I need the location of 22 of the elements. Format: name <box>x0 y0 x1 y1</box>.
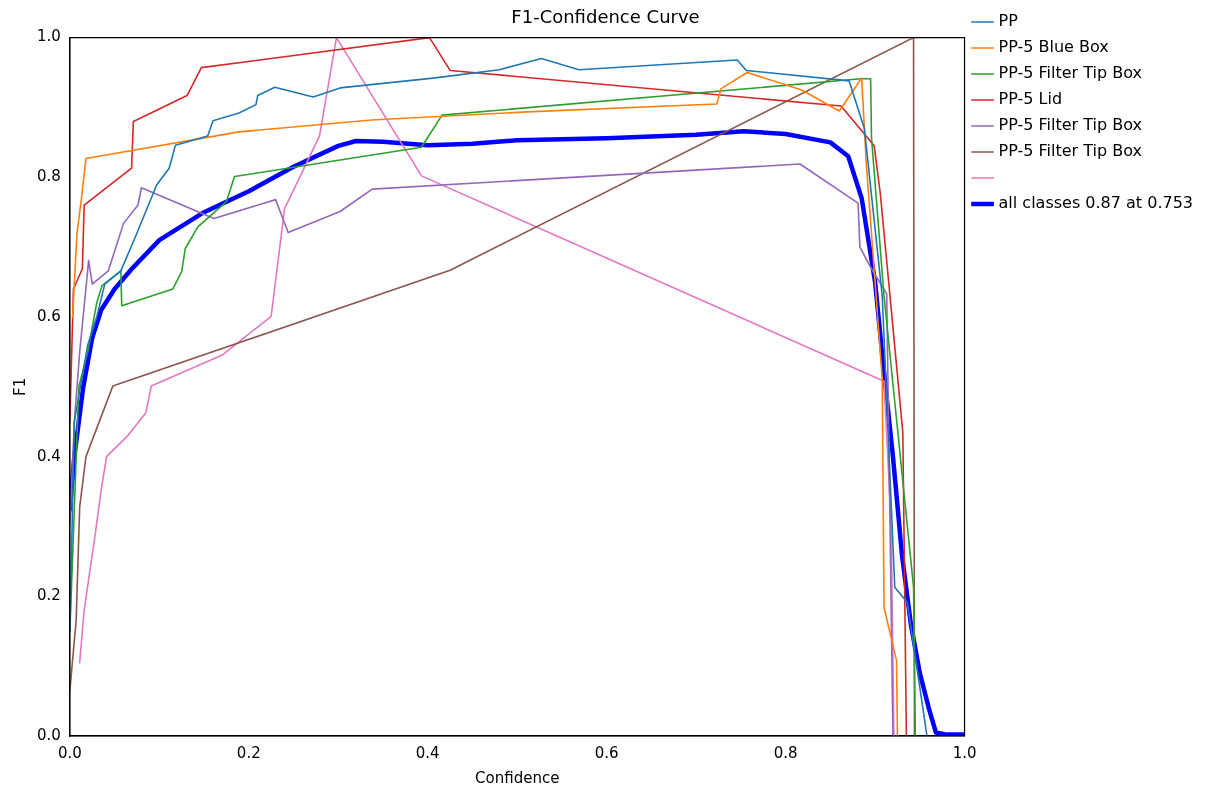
x-axis-title: Confidence <box>475 768 560 787</box>
legend-label: PP-5 Filter Tip Box <box>998 63 1142 83</box>
x-tick-label: 0.4 <box>415 743 440 762</box>
y-tick-label: 0.8 <box>37 167 61 186</box>
x-tick-label: 0.8 <box>773 743 798 762</box>
legend-label: PP <box>998 11 1019 31</box>
y-tick-label: 1.0 <box>37 27 61 46</box>
chart-title: F1-Confidence Curve <box>511 6 700 28</box>
x-tick-label: 1.0 <box>952 743 977 762</box>
legend-label: all classes 0.87 at 0.753 <box>998 193 1194 213</box>
y-tick-label: 0.6 <box>37 306 61 325</box>
y-tick-label: 0.0 <box>37 725 61 744</box>
y-axis-title: F1 <box>10 377 29 396</box>
legend-label: PP-5 Lid <box>998 89 1063 109</box>
legend-label: PP-5 Blue Box <box>998 37 1109 57</box>
x-tick-label: 0.0 <box>57 743 82 762</box>
y-tick-label: 0.4 <box>37 446 61 465</box>
x-tick-label: 0.6 <box>594 743 619 762</box>
x-tick-label: 0.2 <box>236 743 261 762</box>
legend-label: PP-5 Filter Tip Box <box>998 141 1142 161</box>
y-tick-label: 0.2 <box>37 586 61 605</box>
legend-label: PP-5 Filter Tip Box <box>998 115 1142 135</box>
